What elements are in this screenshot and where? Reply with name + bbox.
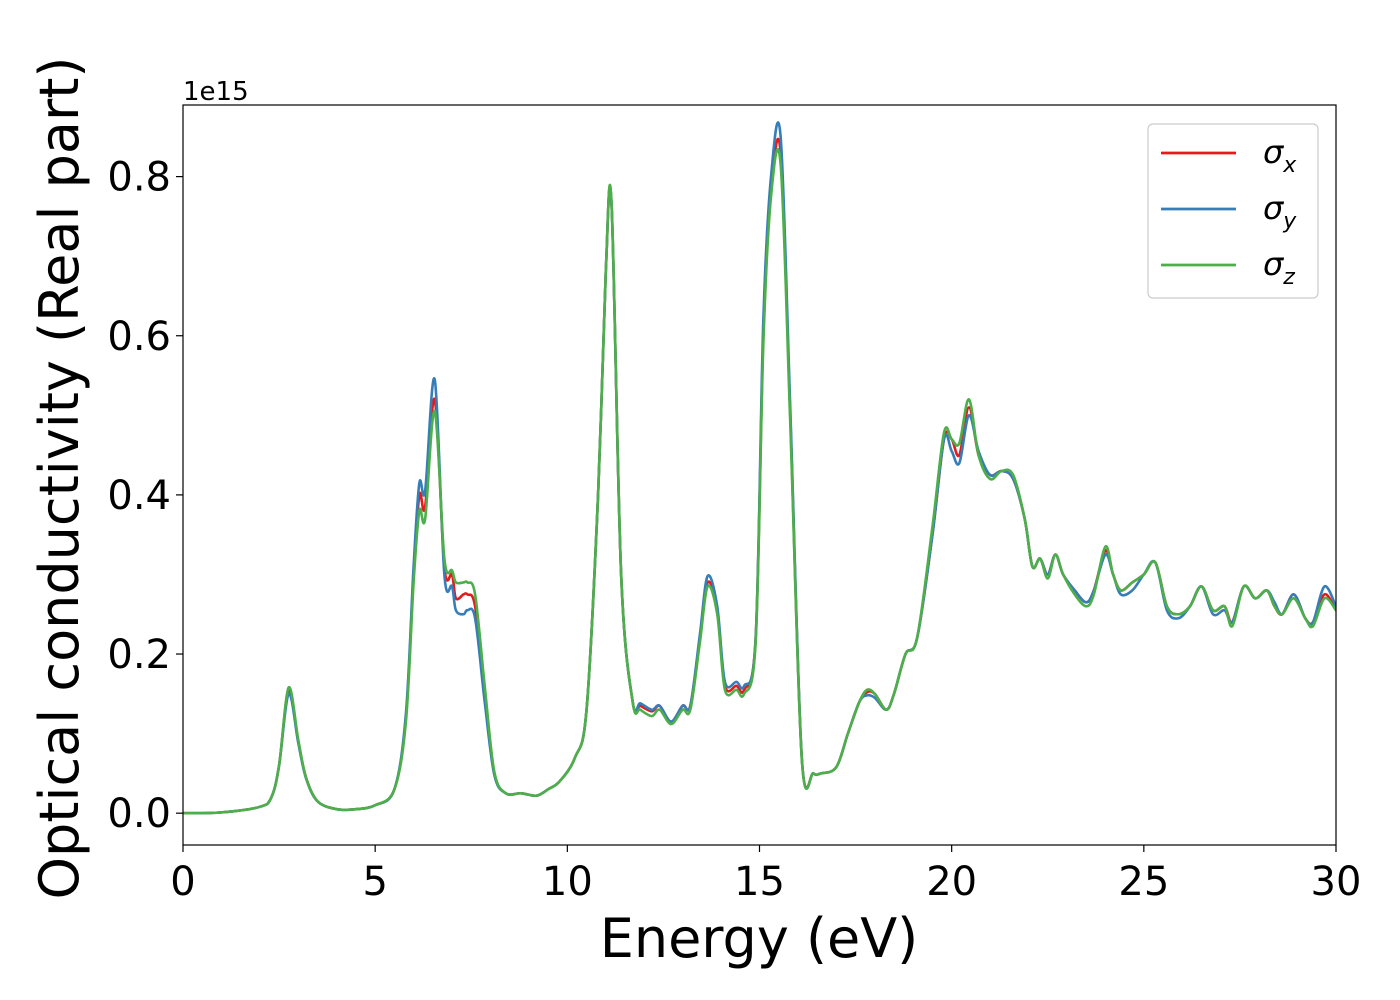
x-axis-title: Energy (eV) [600,907,919,970]
x-tick-label: 0 [170,859,195,905]
series-layer [183,121,1336,815]
legend-item: σy [1161,189,1297,234]
y-axis-title: Optical conductivity (Real part) [28,57,91,900]
y-tick-label: 0.0 [107,791,171,837]
y-tick-label: 0.6 [107,314,171,360]
x-tick-label: 20 [926,859,977,905]
y-tick-label: 0.2 [107,632,171,678]
y-axis: 0.0 0.2 0.4 0.6 0.8 [107,155,183,837]
legend-item: σx [1161,133,1297,178]
x-tick-label: 10 [542,859,593,905]
legend-box [1147,123,1319,299]
x-tick-label: 25 [1118,859,1169,905]
x-tick-label: 15 [734,859,785,905]
legend: σx σy σz [1147,123,1319,299]
legend-label: σy [1263,189,1297,234]
y-offset-label: 1e15 [183,77,249,107]
y-tick-label: 0.4 [107,473,171,519]
legend-item: σz [1161,245,1295,290]
x-tick-label: 5 [362,859,387,905]
x-axis: 0 5 10 15 20 25 30 [170,845,1361,905]
legend-label: σx [1263,133,1297,178]
series-line-3 [183,147,1336,815]
x-tick-label: 30 [1311,859,1362,905]
y-tick-label: 0.8 [107,155,171,201]
legend-label: σz [1263,245,1295,290]
